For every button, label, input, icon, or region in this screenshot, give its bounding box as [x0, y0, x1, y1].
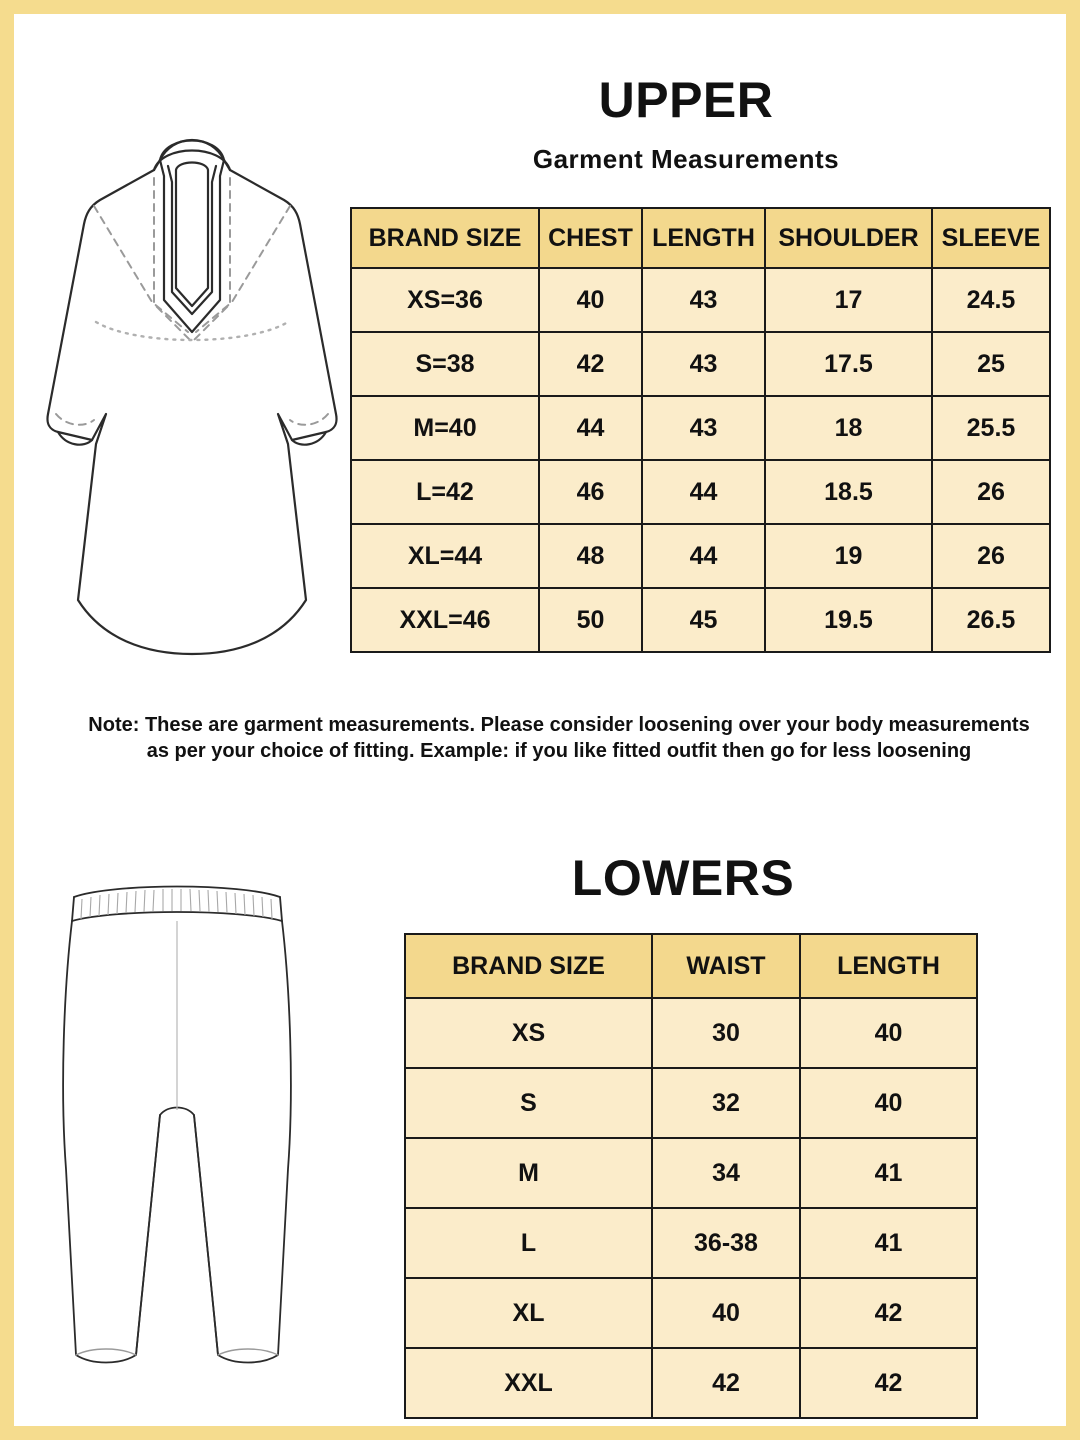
- cell-brand-size: XXL=46: [350, 587, 540, 653]
- cell-brand-size: XL: [404, 1277, 653, 1349]
- lowers-table-header-row: BRAND SIZE WAIST LENGTH: [404, 933, 978, 999]
- table-row: M 34 41: [404, 1137, 978, 1209]
- upper-col-brand-size: BRAND SIZE: [350, 207, 540, 269]
- kurta-illustration: [32, 114, 352, 679]
- cell-length: 43: [641, 267, 766, 333]
- cell-chest: 48: [538, 523, 643, 589]
- cell-length: 43: [641, 331, 766, 397]
- lowers-col-waist: WAIST: [651, 933, 801, 999]
- cell-length: 40: [799, 997, 978, 1069]
- upper-col-chest: CHEST: [538, 207, 643, 269]
- cell-length: 42: [799, 1277, 978, 1349]
- cell-chest: 50: [538, 587, 643, 653]
- table-row: XXL 42 42: [404, 1347, 978, 1419]
- cell-length: 44: [641, 523, 766, 589]
- cell-sleeve: 26: [931, 459, 1051, 525]
- upper-table-header-row: BRAND SIZE CHEST LENGTH SHOULDER SLEEVE: [350, 207, 1051, 269]
- cell-sleeve: 26: [931, 523, 1051, 589]
- cell-brand-size: L=42: [350, 459, 540, 525]
- lowers-col-length: LENGTH: [799, 933, 978, 999]
- cell-sleeve: 26.5: [931, 587, 1051, 653]
- cell-waist: 40: [651, 1277, 801, 1349]
- upper-col-sleeve: SLEEVE: [931, 207, 1051, 269]
- page-inner: UPPER Garment Measurements: [14, 14, 1066, 1426]
- upper-col-shoulder: SHOULDER: [764, 207, 933, 269]
- cell-brand-size: XS=36: [350, 267, 540, 333]
- measurement-note: Note: These are garment measurements. Pl…: [84, 712, 1034, 764]
- cell-waist: 30: [651, 997, 801, 1069]
- cell-length: 41: [799, 1137, 978, 1209]
- table-row: M=40 44 43 18 25.5: [350, 395, 1051, 461]
- cell-brand-size: L: [404, 1207, 653, 1279]
- note-line-2: as per your choice of fitting. Example: …: [146, 740, 972, 762]
- table-row: XL=44 48 44 19 26: [350, 523, 1051, 589]
- upper-size-table: BRAND SIZE CHEST LENGTH SHOULDER SLEEVE …: [350, 207, 1051, 653]
- cell-brand-size: XXL: [404, 1347, 653, 1419]
- note-line-1: Note: These are garment measurements. Pl…: [88, 714, 1030, 736]
- cell-length: 45: [641, 587, 766, 653]
- cell-chest: 44: [538, 395, 643, 461]
- cell-brand-size: S: [404, 1067, 653, 1139]
- cell-waist: 42: [651, 1347, 801, 1419]
- upper-section-subtitle: Garment Measurements: [532, 144, 840, 174]
- cell-brand-size: M: [404, 1137, 653, 1209]
- cell-waist: 36-38: [651, 1207, 801, 1279]
- kurta-chest-seam: [94, 320, 290, 342]
- cell-length: 44: [641, 459, 766, 525]
- cell-waist: 32: [651, 1067, 801, 1139]
- kurta-svg: [46, 138, 338, 656]
- table-row: XS 30 40: [404, 997, 978, 1069]
- cell-length: 42: [799, 1347, 978, 1419]
- cell-waist: 34: [651, 1137, 801, 1209]
- cell-length: 40: [799, 1067, 978, 1139]
- cell-shoulder: 18: [764, 395, 933, 461]
- cell-brand-size: S=38: [350, 331, 540, 397]
- lowers-size-table: BRAND SIZE WAIST LENGTH XS 30 40 S 32 40…: [404, 933, 978, 1419]
- cell-brand-size: XS: [404, 997, 653, 1069]
- cell-shoulder: 19: [764, 523, 933, 589]
- cell-brand-size: XL=44: [350, 523, 540, 589]
- cell-shoulder: 18.5: [764, 459, 933, 525]
- cell-sleeve: 25: [931, 331, 1051, 397]
- table-row: XL 40 42: [404, 1277, 978, 1349]
- upper-section-title: UPPER: [598, 72, 774, 128]
- cell-sleeve: 25.5: [931, 395, 1051, 461]
- cell-shoulder: 17: [764, 267, 933, 333]
- pyjama-illustration: [52, 869, 302, 1404]
- table-row: L=42 46 44 18.5 26: [350, 459, 1051, 525]
- cell-sleeve: 24.5: [931, 267, 1051, 333]
- table-row: L 36-38 41: [404, 1207, 978, 1279]
- table-row: S=38 42 43 17.5 25: [350, 331, 1051, 397]
- cell-chest: 40: [538, 267, 643, 333]
- cell-length: 43: [641, 395, 766, 461]
- cell-chest: 42: [538, 331, 643, 397]
- cell-shoulder: 19.5: [764, 587, 933, 653]
- cell-length: 41: [799, 1207, 978, 1279]
- table-row: XXL=46 50 45 19.5 26.5: [350, 587, 1051, 653]
- lowers-section-title: LOWERS: [571, 850, 795, 906]
- table-row: XS=36 40 43 17 24.5: [350, 267, 1051, 333]
- kurta-stitch-lines: [55, 177, 329, 426]
- cell-chest: 46: [538, 459, 643, 525]
- table-row: S 32 40: [404, 1067, 978, 1139]
- lowers-col-brand-size: BRAND SIZE: [404, 933, 653, 999]
- cell-shoulder: 17.5: [764, 331, 933, 397]
- cell-brand-size: M=40: [350, 395, 540, 461]
- upper-col-length: LENGTH: [641, 207, 766, 269]
- waistband-ribbing: [80, 888, 273, 920]
- pyjama-svg: [62, 885, 292, 1364]
